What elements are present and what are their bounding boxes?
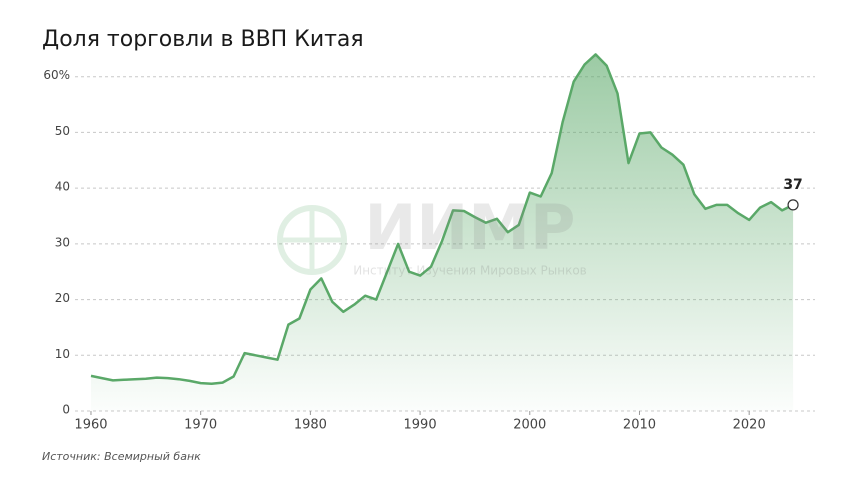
line: [90, 53, 794, 385]
x-tick-label: 2000: [513, 418, 546, 433]
watermark-title: ИИМР: [365, 191, 576, 264]
y-tick-label: 0: [62, 403, 70, 417]
y-tick-label: 30: [55, 235, 70, 249]
x-tick-label: 1960: [74, 418, 107, 433]
area: [91, 54, 794, 412]
source-note: Источник: Всемирный банк: [42, 450, 201, 463]
plot-area: 0 10 20 30 40 50 60% 1960 1970 1980 1990 2000 2010 20…: [43, 53, 815, 433]
watermark: ИИМР Институт Изучения Мировых Рынков: [277, 191, 587, 278]
y-tick-label: 60%: [43, 68, 70, 82]
x-tick-label: 1990: [404, 418, 437, 433]
x-tick-label: 1970: [184, 418, 217, 433]
watermark-logo: [277, 205, 347, 275]
y-tick-label: 10: [55, 347, 70, 361]
watermark-subtitle: Институт Изучения Мировых Рынков: [353, 264, 587, 278]
y-tick-label: 20: [55, 291, 70, 305]
x-tick-label: 2020: [733, 418, 766, 433]
y-tick-label: 40: [55, 180, 70, 194]
x-tick-label: 1980: [294, 418, 327, 433]
y-tick-label: 50: [55, 124, 70, 138]
x-tick-label: 2010: [623, 418, 656, 433]
value-label: 37: [783, 177, 802, 193]
end-marker: [787, 199, 799, 211]
chart-title: Доля торговли в ВВП Китая: [42, 27, 364, 52]
